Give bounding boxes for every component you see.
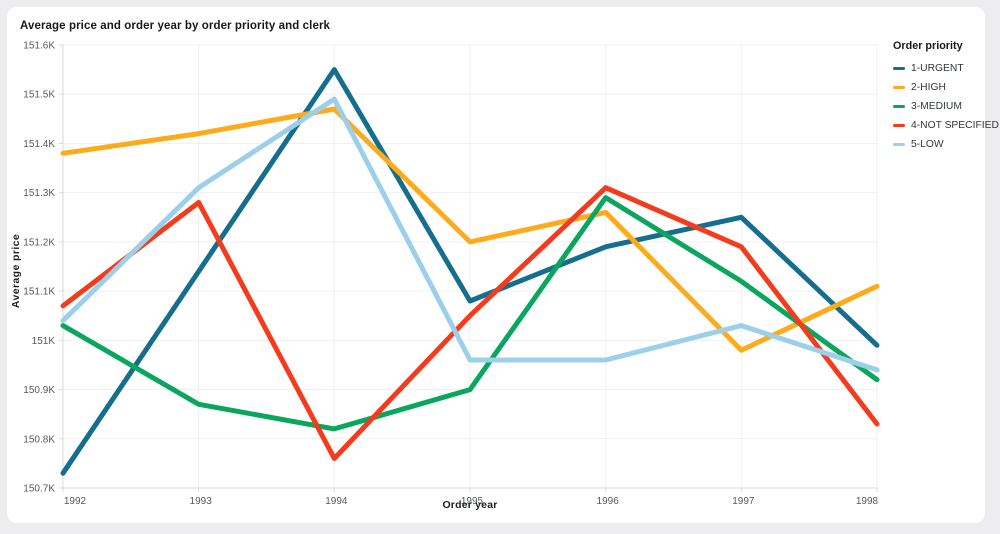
- chart-card: Average price and order year by order pr…: [7, 7, 999, 523]
- legend-item-label: 4-NOT SPECIFIED: [911, 120, 999, 131]
- y-tick-label: 150.8K: [23, 434, 55, 445]
- y-tick-label: 150.7K: [23, 484, 55, 495]
- y-tick-label: 151K: [32, 336, 56, 347]
- legend-item-label: 3-MEDIUM: [911, 101, 962, 112]
- y-tick-label: 151.1K: [23, 287, 55, 298]
- legend-item-label: 1-URGENT: [911, 63, 964, 74]
- x-tick-label: 1995: [461, 496, 484, 507]
- legend-swatch-icon: [893, 124, 905, 127]
- chart-title: Average price and order year by order pr…: [20, 20, 331, 32]
- y-tick-label: 151.3K: [23, 188, 55, 199]
- legend-item-2-high[interactable]: 2-HIGH: [893, 78, 983, 97]
- line-chart-plot-area: 151.6K 151.5K 151.4K 151.3K 151.2K 151.1K 151K…: [23, 41, 880, 507]
- x-tick-label: 1997: [732, 496, 755, 507]
- series-line-4-not-specified[interactable]: [60, 185, 880, 461]
- legend-swatch-icon: [893, 143, 905, 146]
- series-line-2-high[interactable]: [60, 106, 880, 353]
- legend-swatch-icon: [893, 105, 905, 108]
- y-axis-title: Average price: [10, 233, 22, 309]
- y-tick-label: 151.4K: [23, 139, 55, 150]
- legend-title: Order priority: [893, 40, 963, 52]
- legend-swatch-icon: [893, 86, 905, 89]
- x-tick-label: 1998: [856, 496, 879, 507]
- y-tick-label: 151.2K: [23, 237, 55, 248]
- series-line-3-medium[interactable]: [60, 195, 880, 432]
- x-tick-label: 1996: [597, 496, 620, 507]
- series-line-1-urgent[interactable]: [60, 67, 880, 476]
- legend-item-1-urgent[interactable]: 1-URGENT: [893, 59, 983, 78]
- legend-swatch-icon: [893, 67, 905, 70]
- y-tick-label: 150.9K: [23, 385, 55, 396]
- x-tick-label: 1992: [64, 496, 87, 507]
- x-tick-label: 1994: [325, 496, 348, 507]
- y-tick-label: 151.5K: [23, 90, 55, 101]
- series-line-5-low[interactable]: [60, 96, 880, 373]
- legend-item-5-low[interactable]: 5-LOW: [893, 135, 983, 154]
- x-tick-label: 1993: [190, 496, 213, 507]
- legend: Order priority 1-URGENT 2-HIGH 3-MEDIUM …: [893, 40, 999, 154]
- legend-item-label: 2-HIGH: [911, 82, 946, 93]
- legend-item-4-not-specified[interactable]: 4-NOT SPECIFIED: [893, 116, 999, 135]
- legend-item-label: 5-LOW: [911, 139, 944, 150]
- legend-item-3-medium[interactable]: 3-MEDIUM: [893, 97, 983, 116]
- x-axis-title: Order year: [442, 499, 498, 511]
- y-tick-label: 151.6K: [23, 41, 55, 52]
